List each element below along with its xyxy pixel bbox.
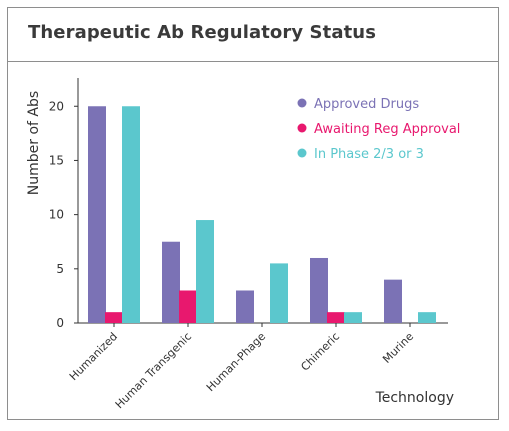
legend-marker: [297, 98, 307, 108]
chart-title: Therapeutic Ab Regulatory Status: [28, 22, 377, 43]
x-tick-label: Human-Phage: [204, 330, 268, 394]
x-tick-label: Murine: [380, 330, 416, 366]
bar-awaiting-reg-approval-humanized: [105, 312, 123, 323]
legend-label: Awaiting Reg Approval: [314, 122, 460, 137]
x-tick-label: Humanized: [67, 330, 120, 383]
legend-label: Approved Drugs: [314, 97, 419, 112]
bar-awaiting-reg-approval-chimeric: [327, 312, 345, 323]
legend-marker: [297, 123, 307, 133]
bar-in-phase-2-3-or-3-humanized: [122, 106, 140, 323]
x-tick-label: Chimeric: [298, 330, 342, 374]
x-tick-label: Human Transgenic: [113, 330, 194, 411]
bar-in-phase-2-3-or-3-human-transgenic: [196, 220, 214, 323]
bar-approved-drugs-chimeric: [310, 257, 328, 323]
bar-approved-drugs-humanized: [88, 106, 106, 323]
y-tick-label: 5: [56, 262, 64, 276]
bars: [88, 106, 436, 323]
bar-awaiting-reg-approval-human-transgenic: [179, 290, 197, 323]
y-tick-label: 10: [49, 208, 64, 222]
y-tick-label: 20: [49, 99, 64, 113]
axes: 0 5 10 15 20: [49, 78, 448, 330]
bar-in-phase-2-3-or-3-human-phage: [270, 263, 288, 323]
legend-marker: [297, 148, 307, 158]
legend-label: In Phase 2/3 or 3: [314, 147, 424, 162]
bar-in-phase-2-3-or-3-chimeric: [344, 312, 362, 323]
legend: Approved Drugs Awaiting Reg Approval In Ph…: [297, 97, 460, 162]
bar-approved-drugs-human-transgenic: [162, 241, 180, 323]
bar-in-phase-2-3-or-3-murine: [418, 312, 436, 323]
x-axis-title: Technology: [375, 390, 454, 406]
y-axis-title: Number of Abs: [26, 91, 42, 195]
y-tick-label: 15: [49, 153, 64, 167]
bar-approved-drugs-human-phage: [236, 290, 254, 323]
bar-approved-drugs-murine: [384, 279, 402, 323]
y-tick-label: 0: [56, 316, 64, 330]
title-bar: Therapeutic Ab Regulatory Status: [8, 8, 498, 62]
